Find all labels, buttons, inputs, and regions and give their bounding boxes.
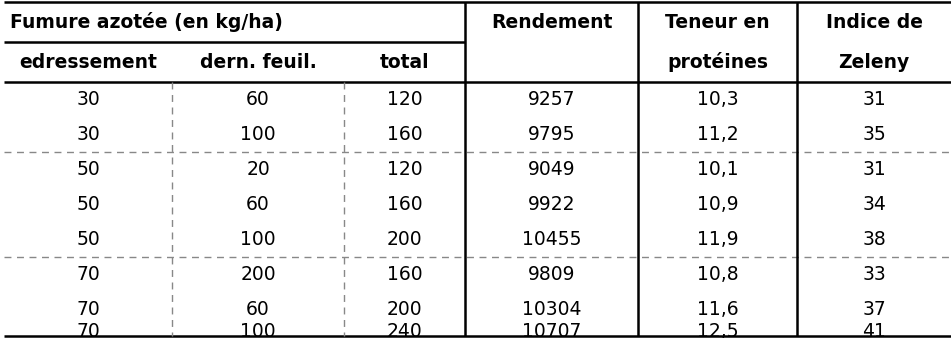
Text: dern. feuil.: dern. feuil. (200, 52, 317, 72)
Text: 60: 60 (246, 300, 270, 319)
Text: 9049: 9049 (528, 160, 575, 179)
Text: 60: 60 (246, 90, 270, 109)
Text: 38: 38 (863, 230, 886, 249)
Text: 10,9: 10,9 (697, 195, 738, 214)
Text: 10,8: 10,8 (697, 265, 738, 284)
Text: 240: 240 (387, 322, 422, 338)
Text: 9257: 9257 (528, 90, 575, 109)
Text: 31: 31 (863, 160, 886, 179)
Text: 41: 41 (862, 322, 886, 338)
Text: 35: 35 (863, 125, 886, 144)
Text: 50: 50 (76, 195, 100, 214)
Text: total: total (379, 52, 429, 72)
Text: Zeleny: Zeleny (839, 52, 909, 72)
Text: 120: 120 (387, 90, 422, 109)
Text: 34: 34 (862, 195, 886, 214)
Text: 70: 70 (76, 300, 100, 319)
Text: 160: 160 (387, 125, 422, 144)
Text: 200: 200 (387, 300, 422, 319)
Text: Teneur en: Teneur en (665, 13, 769, 31)
Text: 200: 200 (241, 265, 276, 284)
Text: 120: 120 (387, 160, 422, 179)
Text: 200: 200 (387, 230, 422, 249)
Text: 10304: 10304 (522, 300, 581, 319)
Text: 10,1: 10,1 (697, 160, 738, 179)
Text: Fumure azotée (en kg/ha): Fumure azotée (en kg/ha) (10, 12, 282, 32)
Text: Rendement: Rendement (491, 13, 612, 31)
Text: 33: 33 (863, 265, 886, 284)
Text: 11,9: 11,9 (697, 230, 738, 249)
Text: 10455: 10455 (522, 230, 581, 249)
Text: 11,6: 11,6 (697, 300, 738, 319)
Text: 12,5: 12,5 (697, 322, 738, 338)
Text: 50: 50 (76, 160, 100, 179)
Text: 9795: 9795 (528, 125, 575, 144)
Text: edressement: edressement (19, 52, 157, 72)
Text: 37: 37 (863, 300, 886, 319)
Text: 9809: 9809 (528, 265, 575, 284)
Text: 31: 31 (863, 90, 886, 109)
Text: 100: 100 (241, 322, 276, 338)
Text: 100: 100 (241, 125, 276, 144)
Text: 160: 160 (387, 265, 422, 284)
Text: protéines: protéines (667, 52, 768, 72)
Text: 10,3: 10,3 (697, 90, 738, 109)
Text: 30: 30 (76, 90, 100, 109)
Text: 20: 20 (246, 160, 270, 179)
Text: 50: 50 (76, 230, 100, 249)
Text: 100: 100 (241, 230, 276, 249)
Text: 30: 30 (76, 125, 100, 144)
Text: 60: 60 (246, 195, 270, 214)
Text: 10707: 10707 (522, 322, 581, 338)
Text: Indice de: Indice de (825, 13, 922, 31)
Text: 70: 70 (76, 265, 100, 284)
Text: 70: 70 (76, 322, 100, 338)
Text: 160: 160 (387, 195, 422, 214)
Text: 9922: 9922 (528, 195, 575, 214)
Text: 11,2: 11,2 (697, 125, 738, 144)
